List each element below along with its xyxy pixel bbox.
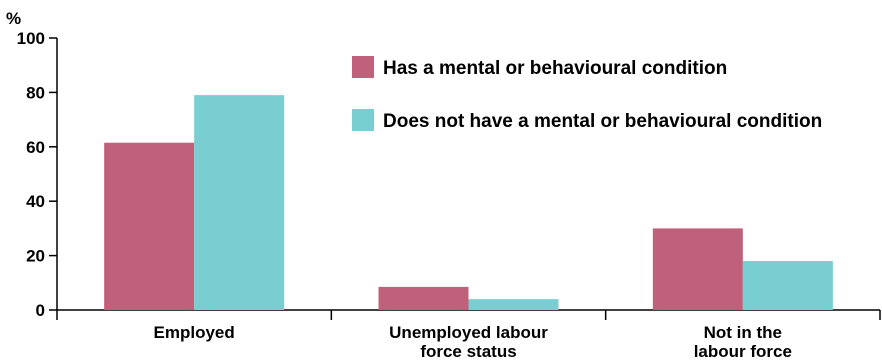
legend: Has a mental or behavioural condition Doe…: [352, 56, 822, 132]
bar: [378, 286, 469, 310]
y-axis-unit-label: %: [6, 9, 21, 28]
bar: [742, 261, 833, 310]
x-category-label: Unemployed labour: [389, 323, 548, 342]
x-category-label: labour force: [694, 342, 792, 361]
bars: [104, 95, 833, 311]
x-category-label: Employed: [154, 323, 235, 342]
bar: [468, 299, 559, 310]
bar: [104, 142, 195, 310]
y-tick-label: 100: [17, 29, 45, 48]
y-tick-label: 60: [26, 138, 45, 157]
x-category-label: force status: [420, 342, 516, 361]
x-category-label: Not in the: [704, 323, 782, 342]
y-tick-label: 20: [26, 247, 45, 266]
bar: [194, 95, 285, 311]
bar: [652, 228, 743, 310]
y-tick-label: 0: [36, 301, 45, 320]
y-tick-label: 80: [26, 83, 45, 102]
legend-label: Has a mental or behavioural condition: [383, 58, 727, 79]
legend-swatch: [352, 109, 374, 131]
y-tick-label: 40: [26, 192, 45, 211]
y-ticks: 0 20 40 60 80 100: [17, 29, 57, 320]
legend-swatch: [352, 56, 374, 78]
legend-label: Does not have a mental or behavioural co…: [383, 111, 822, 132]
